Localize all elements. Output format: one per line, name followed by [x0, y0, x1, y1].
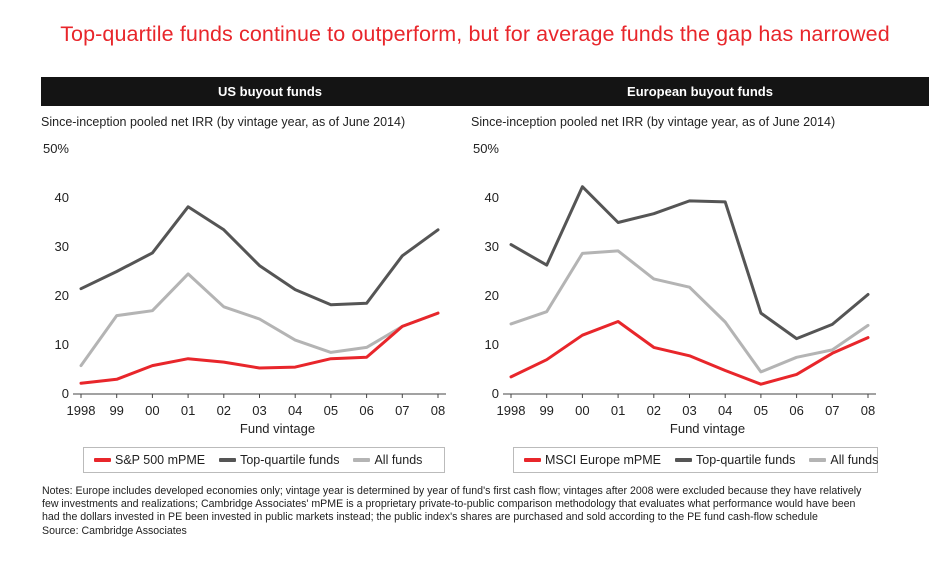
us-x-tick-label: 08 [431, 403, 445, 418]
us-series-line-all-funds [79, 272, 440, 368]
european-buyout-panel: European buyout funds Since-inception po… [471, 77, 929, 479]
eu-y-tick-label: 10 [485, 337, 499, 352]
eu-series-line-all-funds [509, 249, 870, 374]
red-line-swatch-icon [94, 458, 111, 462]
us-x-axis-title: Fund vintage [240, 421, 315, 436]
eu-x-tick-label: 99 [539, 403, 553, 418]
legend-label: Top-quartile funds [240, 453, 340, 467]
eu-legend: MSCI Europe mPME Top-quartile funds All … [513, 447, 878, 473]
light-line-swatch-icon [809, 458, 827, 462]
dark-line-swatch-icon [675, 458, 693, 462]
eu-x-tick-label: 08 [861, 403, 875, 418]
eu-x-tick-label: 00 [575, 403, 589, 418]
us-legend-item-top-quartile: Top-quartile funds [219, 453, 339, 467]
eu-x-axis-title: Fund vintage [670, 421, 745, 436]
eu-legend-item-msci: MSCI Europe mPME [524, 453, 661, 467]
us-chart-subtitle: Since-inception pooled net IRR (by vinta… [41, 115, 406, 129]
eu-x-tick-label: 03 [682, 403, 696, 418]
eu-y-tick-label: 0 [492, 386, 499, 401]
us-x-tick-label: 00 [145, 403, 159, 418]
us-x-tick-label: 99 [109, 403, 123, 418]
dark-line-swatch-icon [219, 458, 237, 462]
us-series-line-top-quartile-funds [79, 205, 440, 307]
eu-y-tick-label: 20 [485, 288, 499, 303]
us-x-tick-label: 02 [217, 403, 231, 418]
eu-legend-item-top-quartile: Top-quartile funds [675, 453, 795, 467]
notes-line: few investments and realizations; Cambri… [42, 498, 856, 511]
us-x-tick-label: 01 [181, 403, 195, 418]
us-y-tick-label: 30 [55, 239, 69, 254]
us-y-tick-label: 40 [55, 190, 69, 205]
eu-legend-item-all-funds: All funds [809, 453, 878, 467]
legend-label: S&P 500 mPME [115, 453, 206, 467]
source-line: Source: Cambridge Associates [42, 524, 187, 537]
eu-x-tick-label: 05 [754, 403, 768, 418]
us-y-tick-label: 50% [43, 141, 69, 156]
us-y-tick-label: 10 [55, 337, 69, 352]
footnotes: Notes: Europe includes developed economi… [42, 485, 912, 538]
notes-line: Notes: Europe includes developed economi… [42, 485, 862, 497]
eu-x-tick-label: 1998 [497, 403, 526, 418]
eu-x-tick-label: 07 [825, 403, 839, 418]
us-legend: S&P 500 mPME Top-quartile funds All fund… [83, 447, 445, 473]
eu-panel-header: European buyout funds [471, 77, 929, 106]
legend-label: Top-quartile funds [696, 453, 796, 467]
notes-line: had the dollars invested in PE been inve… [42, 511, 818, 524]
legend-label: All funds [830, 453, 879, 467]
us-y-tick-label: 20 [55, 288, 69, 303]
eu-chart-subtitle: Since-inception pooled net IRR (by vinta… [471, 115, 836, 129]
eu-x-tick-label: 06 [789, 403, 803, 418]
eu-x-tick-label: 02 [647, 403, 661, 418]
eu-y-tick-label: 30 [485, 239, 499, 254]
us-x-tick-label: 1998 [67, 403, 96, 418]
legend-label: All funds [374, 453, 423, 467]
us-x-tick-label: 06 [359, 403, 373, 418]
us-legend-item-sp500: S&P 500 mPME [94, 453, 205, 467]
eu-x-tick-label: 04 [718, 403, 732, 418]
us-y-tick-label: 0 [62, 386, 69, 401]
eu-x-tick-label: 01 [611, 403, 625, 418]
red-line-swatch-icon [524, 458, 541, 462]
us-x-tick-label: 07 [395, 403, 409, 418]
eu-y-tick-label: 50% [473, 141, 499, 156]
us-x-tick-label: 03 [252, 403, 266, 418]
us-x-tick-label: 04 [288, 403, 302, 418]
us-line-chart: 0 10 20 30 40 50% 1998 99 00 01 02 03 04 05 06 07 08 Fund… [43, 141, 446, 436]
us-panel-header: US buyout funds [41, 77, 499, 106]
us-buyout-panel: US buyout funds Since-inception pooled n… [41, 77, 499, 479]
us-series-line-s-p-500-mpme [79, 311, 440, 385]
light-line-swatch-icon [353, 458, 371, 462]
us-x-tick-label: 05 [324, 403, 338, 418]
page-title: Top-quartile funds continue to outperfor… [60, 22, 890, 46]
us-legend-item-all-funds: All funds [353, 453, 422, 467]
eu-line-chart: 0 10 20 30 40 50% 1998 99 00 01 02 03 04 05 06 07 08 Fund… [473, 141, 876, 436]
legend-label: MSCI Europe mPME [545, 453, 662, 467]
eu-series-line-msci-europe-mpme [509, 320, 870, 386]
eu-y-tick-label: 40 [485, 190, 499, 205]
eu-series-line-top-quartile-funds [509, 185, 870, 341]
